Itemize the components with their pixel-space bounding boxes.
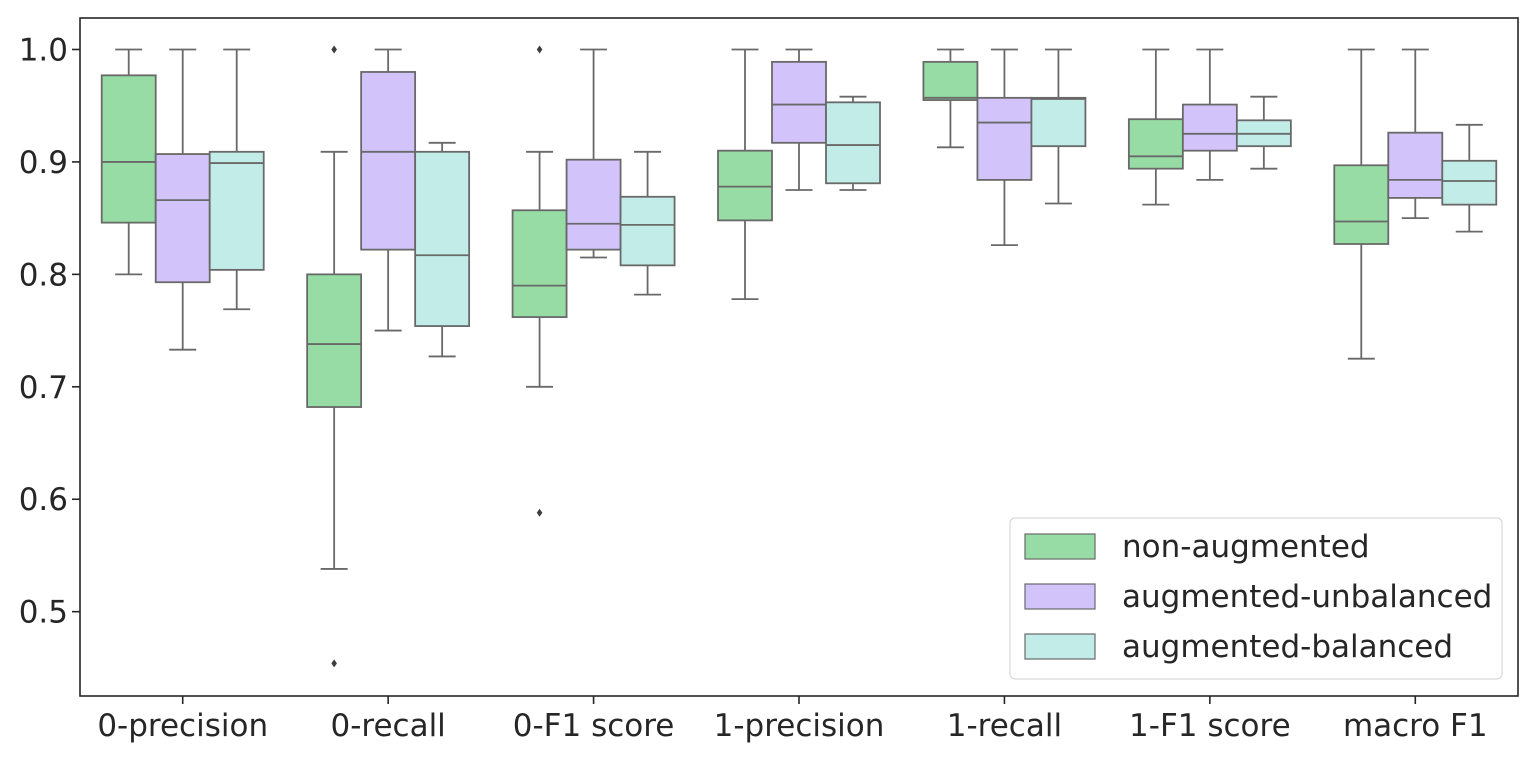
box-body [306, 273, 363, 408]
box-body [360, 71, 417, 251]
x-category-label: 0-precision [97, 708, 268, 744]
x-category-label: 0-F1 score [513, 708, 675, 744]
x-category-label: 1-F1 score [1129, 708, 1291, 744]
x-category-label: 1-recall [947, 708, 1062, 744]
box-augmented-balanced-0-precision [208, 48, 265, 311]
box-body [1387, 131, 1444, 199]
y-tick-label: 0.7 [19, 370, 68, 406]
boxes-layer [100, 45, 1498, 668]
box-augmented-unbalanced-0-recall [360, 48, 417, 332]
box-augmented-unbalanced-1-precision [771, 48, 827, 191]
box-body [1127, 118, 1184, 170]
y-tick-label: 0.9 [19, 145, 68, 181]
legend-label: non-augmented [1122, 529, 1370, 565]
box-augmented-unbalanced-0-F1-score [565, 48, 622, 259]
y-tick-label: 0.5 [19, 595, 68, 631]
box-body [154, 153, 211, 284]
box-body [565, 158, 622, 251]
box-augmented-unbalanced-macro-F1 [1387, 48, 1444, 220]
box-body [1030, 96, 1087, 148]
box-non-augmented-0-F1-score [511, 45, 568, 517]
box-body [717, 149, 773, 222]
box-body [771, 60, 827, 144]
box-non-augmented-0-precision [100, 48, 157, 276]
legend-swatch [1024, 633, 1096, 660]
box-non-augmented-1-precision [717, 48, 773, 300]
y-tick-label: 0.8 [19, 257, 68, 293]
y-tick-label: 1.0 [19, 32, 68, 68]
box-body [976, 96, 1033, 181]
box-body [1181, 103, 1238, 152]
box-body [1441, 159, 1498, 206]
box-augmented-unbalanced-1-F1-score [1181, 48, 1238, 181]
box-body [414, 150, 471, 327]
box-non-augmented-1-F1-score [1127, 48, 1184, 206]
x-category-label: 0-recall [330, 708, 445, 744]
box-body [825, 101, 881, 185]
box-body [922, 60, 979, 101]
box-augmented-balanced-0-recall [414, 141, 471, 358]
box-non-augmented-1-recall [922, 48, 979, 149]
x-category-label: macro F1 [1343, 708, 1488, 744]
legend-swatch [1024, 533, 1096, 560]
legend-frame [1009, 517, 1503, 680]
outlier-point [331, 45, 337, 54]
box-augmented-balanced-1-recall [1030, 48, 1087, 205]
box-body [100, 74, 157, 224]
box-body [619, 195, 676, 267]
ticks-layer: 0.5 0.6 0.7 0.8 0.9 1.0 0-precision 0-recall 0-F… [19, 32, 1488, 744]
x-category-label: 1-precision [714, 708, 885, 744]
box-augmented-unbalanced-1-recall [976, 48, 1033, 247]
box-augmented-balanced-0-F1-score [619, 150, 676, 296]
y-tick-label: 0.6 [19, 482, 68, 518]
box-augmented-balanced-1-precision [825, 95, 881, 191]
box-augmented-unbalanced-0-precision [154, 48, 211, 351]
box-non-augmented-0-recall [306, 45, 363, 668]
legend-swatch [1024, 583, 1096, 610]
box-augmented-balanced-macro-F1 [1441, 123, 1498, 233]
legend-label: augmented-balanced [1122, 629, 1453, 665]
legend: non-augmented augmented-unbalanced augment… [1009, 517, 1503, 680]
box-body [511, 209, 568, 318]
box-augmented-balanced-1-F1-score [1235, 95, 1292, 170]
box-non-augmented-macro-F1 [1333, 48, 1390, 360]
box-body [208, 150, 265, 271]
outlier-point [536, 45, 543, 54]
legend-label: augmented-unbalanced [1122, 579, 1492, 615]
outlier-point [331, 659, 337, 668]
box-body [1333, 164, 1390, 245]
outlier-point [536, 508, 543, 517]
